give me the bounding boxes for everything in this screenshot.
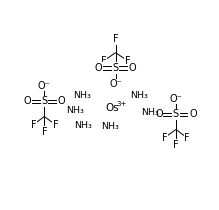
Text: F: F bbox=[30, 120, 36, 130]
Text: O⁻: O⁻ bbox=[109, 79, 122, 89]
Text: F: F bbox=[53, 120, 58, 130]
Text: S: S bbox=[41, 96, 47, 106]
Text: O: O bbox=[129, 63, 136, 73]
Text: F: F bbox=[113, 34, 118, 44]
Text: F: F bbox=[42, 127, 47, 137]
Text: NH₃: NH₃ bbox=[73, 91, 91, 100]
Text: Os: Os bbox=[105, 103, 119, 113]
Text: O: O bbox=[155, 109, 163, 119]
Text: O⁻: O⁻ bbox=[170, 94, 182, 104]
Text: F: F bbox=[125, 56, 130, 66]
Text: NH₃: NH₃ bbox=[141, 108, 159, 117]
Text: O: O bbox=[189, 109, 197, 119]
Text: F: F bbox=[173, 140, 179, 150]
Text: F: F bbox=[184, 133, 190, 143]
Text: NH₃: NH₃ bbox=[66, 106, 84, 115]
Text: O: O bbox=[24, 96, 31, 106]
Text: 3+: 3+ bbox=[116, 101, 127, 107]
Text: O⁻: O⁻ bbox=[38, 81, 51, 91]
Text: O: O bbox=[95, 63, 102, 73]
Text: F: F bbox=[101, 56, 107, 66]
Text: S: S bbox=[173, 109, 179, 119]
Text: O: O bbox=[58, 96, 65, 106]
Text: NH₃: NH₃ bbox=[131, 91, 148, 100]
Text: NH₃: NH₃ bbox=[74, 121, 92, 130]
Text: S: S bbox=[113, 63, 119, 73]
Text: NH₃: NH₃ bbox=[102, 122, 120, 131]
Text: F: F bbox=[162, 133, 168, 143]
